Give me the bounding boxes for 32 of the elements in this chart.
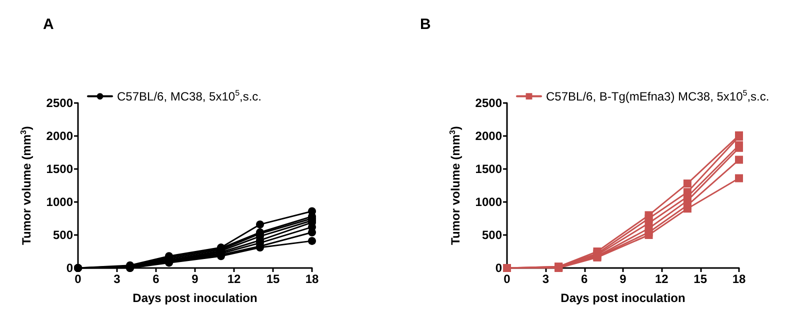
x-tick-label: 18 — [305, 272, 319, 286]
y-tick-label: 1000 — [46, 195, 74, 209]
x-axis-title: Days post inoculation — [560, 291, 686, 305]
x-tick-label: 6 — [152, 272, 160, 286]
x-tick-label: 12 — [227, 272, 241, 286]
x-tick-label: 0 — [504, 272, 511, 286]
x-tick-label: 6 — [580, 272, 588, 286]
x-tick-label: 0 — [74, 272, 82, 286]
chart-title: B — [420, 16, 431, 33]
x-tick-label: 9 — [620, 272, 627, 286]
y-tick-label: 2000 — [46, 129, 74, 143]
x-tick-label: 15 — [694, 272, 708, 286]
x-tick-label: 12 — [654, 272, 669, 286]
y-tick-label: 2500 — [475, 96, 502, 110]
y-tick-label: 0 — [66, 261, 74, 275]
y-tick-label: 1500 — [46, 162, 74, 176]
y-tick-label: 2000 — [475, 129, 502, 143]
y-tick-label: 2500 — [46, 96, 74, 110]
x-axis-title: Days post inoculation — [132, 291, 258, 305]
y-tick-label: 1000 — [475, 195, 502, 209]
y-tick-label: 500 — [52, 228, 74, 242]
y-axis-title: Tumor volume (mm3) — [18, 126, 34, 245]
x-tick-label: 3 — [114, 272, 121, 286]
y-tick-label: 1500 — [475, 162, 502, 176]
x-tick-label: 15 — [266, 272, 280, 286]
x-tick-label: 9 — [192, 272, 199, 286]
x-tick-label: 18 — [732, 272, 746, 286]
chart-title: A — [43, 16, 54, 33]
y-axis-title: Tumor volume (mm3) — [448, 126, 463, 245]
y-tick-label: 500 — [482, 228, 502, 242]
y-tick-label: 0 — [495, 261, 502, 275]
x-tick-label: 3 — [542, 272, 550, 286]
